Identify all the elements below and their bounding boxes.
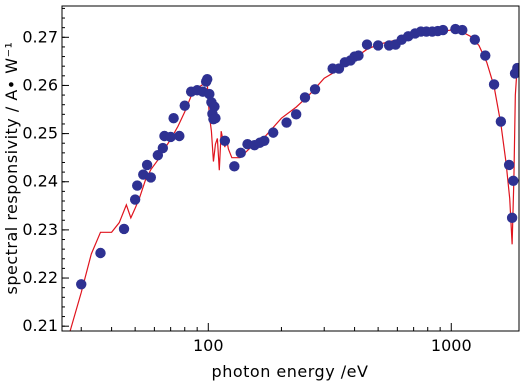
data-point	[506, 212, 518, 224]
data-point	[204, 88, 215, 100]
data-point	[299, 92, 311, 103]
y-tick-label: 0.26	[22, 75, 58, 94]
data-point	[503, 159, 515, 171]
data-point	[437, 24, 449, 36]
y-tick-label: 0.21	[22, 316, 58, 335]
data-point	[179, 100, 190, 111]
data-point	[495, 116, 507, 127]
tick-labels: 0.21 0.22 0.23 0.24 0.25 0.26 0.27 100 1000	[22, 27, 471, 355]
plot-frame	[61, 5, 520, 332]
data-point	[309, 84, 321, 95]
x-tick-label: 100	[193, 336, 224, 355]
data-point	[229, 161, 240, 172]
data-point	[361, 39, 373, 50]
data-point	[235, 147, 246, 159]
data-point	[290, 109, 302, 120]
data-point	[165, 131, 176, 143]
data-point	[268, 127, 279, 138]
y-tick-label: 0.23	[22, 220, 58, 239]
axis-ticks	[62, 7, 452, 331]
data-point	[281, 117, 292, 128]
x-axis-label: photon energy /eV	[212, 362, 369, 381]
data-point	[76, 279, 87, 290]
data-point	[152, 150, 164, 161]
y-tick-label: 0.27	[22, 27, 58, 46]
data-point	[372, 40, 384, 51]
data-point	[168, 112, 179, 124]
y-tick-label: 0.25	[22, 124, 58, 143]
data-point	[129, 194, 141, 205]
data-point	[174, 130, 185, 142]
y-axis-label: spectral responsivity / A• W⁻¹	[2, 42, 21, 295]
data-point	[202, 73, 213, 85]
data-point	[512, 62, 519, 74]
data-point	[95, 247, 106, 259]
data-point	[210, 112, 221, 124]
data-point	[480, 50, 491, 61]
data-point	[118, 223, 130, 235]
data-point	[132, 180, 143, 191]
data-point	[145, 172, 157, 183]
y-tick-label: 0.22	[22, 268, 58, 287]
data-point	[353, 50, 364, 61]
data-point	[259, 135, 270, 147]
data-point	[141, 159, 153, 171]
data-point	[209, 101, 220, 112]
y-tick-label: 0.24	[22, 172, 58, 191]
data-point	[157, 142, 169, 154]
measured-points	[76, 23, 519, 290]
data-point	[508, 175, 519, 186]
data-point	[469, 34, 481, 45]
data-point	[457, 24, 468, 36]
x-tick-label: 1000	[431, 336, 472, 355]
data-point	[219, 135, 231, 147]
data-point	[488, 79, 500, 90]
